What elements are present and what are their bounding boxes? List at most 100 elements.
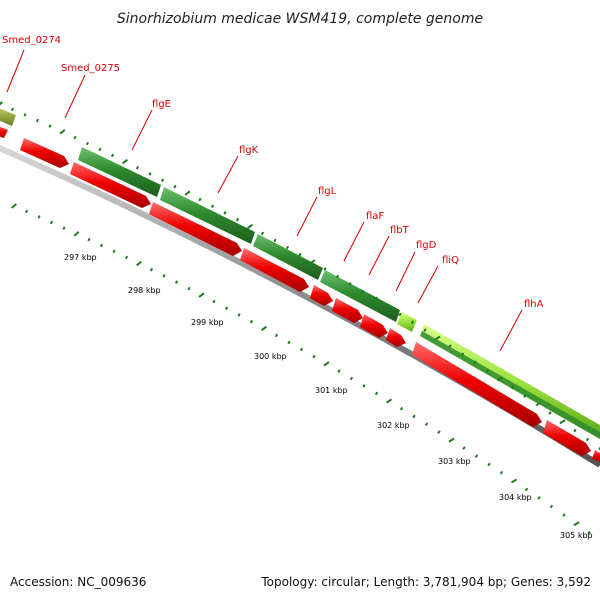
gene-label-flgl: flgL <box>318 186 337 197</box>
leader-flgl <box>296 196 318 237</box>
inner-minor-tick <box>462 446 466 450</box>
inner-minor-tick <box>162 274 166 278</box>
inner-minor-tick <box>37 215 41 219</box>
accession-text: Accession: NC_009636 <box>10 575 146 589</box>
reverse-gene-flgd <box>360 314 388 338</box>
inner-major-tick <box>11 203 17 209</box>
inner-major-tick <box>448 437 455 443</box>
outer-major-tick <box>122 158 128 165</box>
forward-gene-flge <box>78 147 161 197</box>
outer-tick-row <box>0 101 600 451</box>
inner-minor-tick <box>124 255 129 260</box>
outer-minor-tick <box>473 360 477 365</box>
outer-minor-tick <box>360 289 365 294</box>
inner-minor-tick <box>437 430 441 434</box>
inner-tick-row <box>11 203 591 535</box>
forward-gene-flaf <box>320 270 400 322</box>
outer-minor-tick <box>23 113 27 117</box>
leader-flgd <box>395 251 416 292</box>
outer-minor-tick <box>335 274 340 279</box>
kbp-label-298: 298 kbp <box>128 286 161 295</box>
inner-minor-tick <box>362 384 366 388</box>
leader-smed-0275 <box>64 74 86 119</box>
kbp-label-300: 300 kbp <box>254 352 287 361</box>
inner-minor-tick <box>587 530 591 535</box>
inner-major-tick <box>260 325 268 332</box>
inner-minor-tick <box>49 220 54 225</box>
reverse-gene-next <box>543 420 591 456</box>
outer-major-tick <box>184 190 191 196</box>
outer-minor-tick <box>348 282 352 286</box>
gene-label-flaf: flaF <box>366 211 384 222</box>
outer-major-tick <box>246 223 254 230</box>
outer-minor-tick <box>260 231 265 236</box>
kbp-label-304: 304 kbp <box>499 493 532 502</box>
outer-minor-tick <box>423 328 427 332</box>
reverse-gene-smed-0275 <box>20 138 69 168</box>
inner-minor-tick <box>62 226 66 230</box>
outer-minor-tick <box>298 252 302 257</box>
leader-flha <box>499 309 523 352</box>
forward-gene-flha-shade <box>420 331 600 439</box>
outer-minor-tick <box>10 107 15 112</box>
reverse-gene-next-2 <box>592 450 600 462</box>
inner-minor-tick <box>99 243 104 248</box>
inner-minor-tick <box>212 299 216 304</box>
outer-minor-tick <box>573 428 577 433</box>
reverse-gene-flha <box>412 342 542 427</box>
gene-label-smed-0274: Smed_0274 <box>2 35 61 46</box>
outer-minor-tick <box>273 238 277 243</box>
outer-minor-tick <box>98 147 102 152</box>
gene-label-flbt: flbT <box>390 225 410 236</box>
outer-minor-tick <box>85 141 90 146</box>
inner-major-tick <box>198 292 205 298</box>
outer-minor-tick <box>235 217 240 222</box>
inner-minor-tick <box>287 340 291 345</box>
inner-minor-tick <box>224 306 229 310</box>
leader-flbt <box>368 235 390 276</box>
reverse-gene-flgk <box>149 202 242 256</box>
outer-minor-tick <box>548 411 552 415</box>
forward-strand <box>0 108 600 439</box>
inner-major-tick <box>323 361 330 367</box>
outer-major-tick <box>309 259 316 265</box>
forward-gene-smed-0274 <box>0 108 16 126</box>
outer-major-tick <box>496 376 504 382</box>
outer-major-tick <box>434 335 441 341</box>
leader-flaf <box>343 221 365 262</box>
inner-minor-tick <box>487 462 491 467</box>
reverse-gene-smed-0274 <box>0 126 8 138</box>
inner-major-tick <box>510 478 518 484</box>
inner-major-tick <box>573 521 580 527</box>
reverse-gene-flgl <box>240 248 309 292</box>
outer-minor-tick <box>510 385 515 390</box>
outer-minor-tick <box>398 312 402 317</box>
outer-minor-tick <box>223 211 227 215</box>
inner-minor-tick <box>174 280 179 284</box>
reverse-gene-flge <box>70 162 151 208</box>
gene-label-fliq: fliQ <box>442 255 459 266</box>
inner-minor-tick <box>524 487 529 492</box>
outer-minor-tick <box>35 118 40 123</box>
outer-minor-tick <box>535 402 540 407</box>
forward-gene-flgk <box>160 187 255 244</box>
kbp-scale-labels: 297 kbp 298 kbp 299 kbp 300 kbp 301 kbp … <box>64 253 593 540</box>
kbp-label-297: 297 kbp <box>64 253 97 262</box>
inner-minor-tick <box>374 391 379 396</box>
outer-minor-tick <box>523 394 527 398</box>
inner-minor-tick <box>337 369 341 373</box>
outer-minor-tick <box>485 368 490 373</box>
leader-flgk <box>217 155 239 194</box>
outer-minor-tick <box>410 320 415 325</box>
inner-minor-tick <box>24 209 29 214</box>
reverse-gene-flaf <box>310 285 333 306</box>
inner-minor-tick <box>349 376 354 381</box>
outer-major-tick <box>559 419 566 425</box>
inner-minor-tick <box>87 237 91 242</box>
outer-minor-tick <box>160 178 165 182</box>
outer-minor-tick <box>448 344 452 348</box>
outer-minor-tick <box>385 304 390 309</box>
gene-label-flgk: flgK <box>239 145 259 156</box>
outer-minor-tick <box>173 184 177 189</box>
outer-major-tick <box>371 296 379 302</box>
